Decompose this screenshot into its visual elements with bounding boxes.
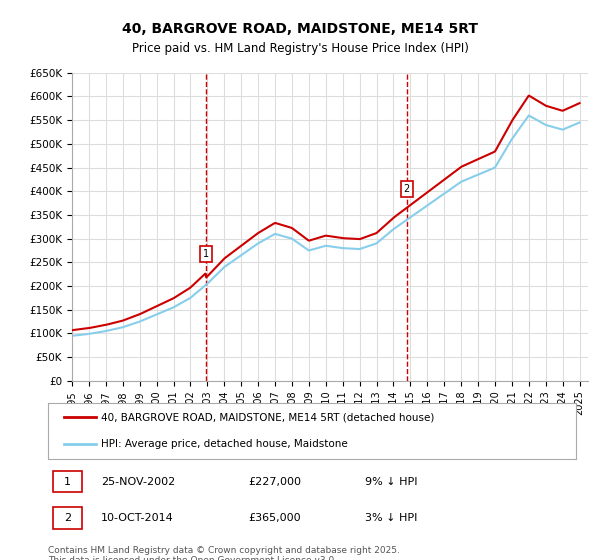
- Text: HPI: Average price, detached house, Maidstone: HPI: Average price, detached house, Maid…: [101, 438, 347, 449]
- Text: £365,000: £365,000: [248, 513, 301, 523]
- Text: 1: 1: [64, 477, 71, 487]
- Text: 1: 1: [203, 249, 209, 259]
- Text: 40, BARGROVE ROAD, MAIDSTONE, ME14 5RT (detached house): 40, BARGROVE ROAD, MAIDSTONE, ME14 5RT (…: [101, 412, 434, 422]
- Text: 25-NOV-2002: 25-NOV-2002: [101, 477, 175, 487]
- Text: £227,000: £227,000: [248, 477, 302, 487]
- Text: 10-OCT-2014: 10-OCT-2014: [101, 513, 173, 523]
- Text: 40, BARGROVE ROAD, MAIDSTONE, ME14 5RT: 40, BARGROVE ROAD, MAIDSTONE, ME14 5RT: [122, 22, 478, 36]
- Text: 2: 2: [64, 513, 71, 523]
- Text: Price paid vs. HM Land Registry's House Price Index (HPI): Price paid vs. HM Land Registry's House …: [131, 42, 469, 55]
- Text: Contains HM Land Registry data © Crown copyright and database right 2025.
This d: Contains HM Land Registry data © Crown c…: [48, 546, 400, 560]
- Text: 9% ↓ HPI: 9% ↓ HPI: [365, 477, 418, 487]
- FancyBboxPatch shape: [53, 507, 82, 529]
- FancyBboxPatch shape: [53, 470, 82, 492]
- Text: 2: 2: [404, 184, 410, 194]
- Text: 3% ↓ HPI: 3% ↓ HPI: [365, 513, 417, 523]
